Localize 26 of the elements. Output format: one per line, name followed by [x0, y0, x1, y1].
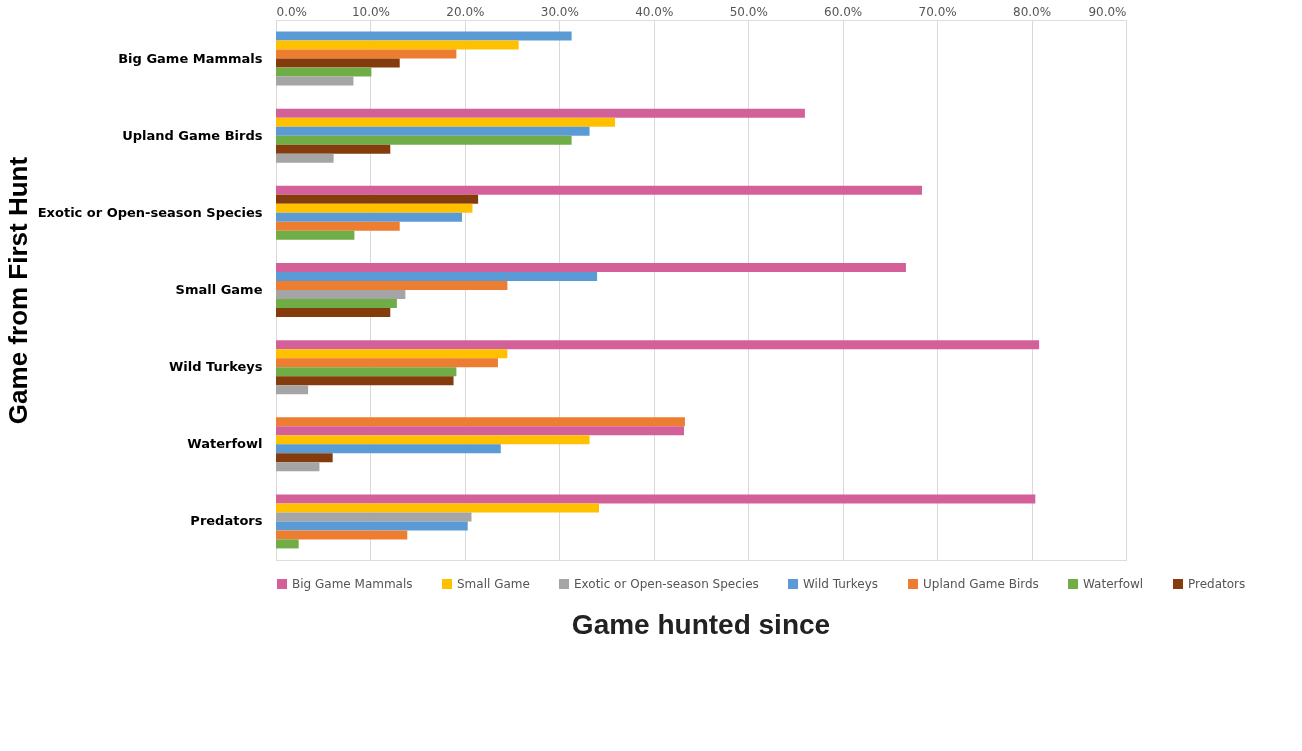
x-tick-label: 90.0%	[1088, 4, 1127, 19]
x-tick-label: 40.0%	[635, 4, 674, 19]
legend-label: Big Game Mammals	[292, 577, 413, 591]
y-tick-label: Wild Turkeys	[168, 359, 263, 375]
legend-label: Small Game	[457, 577, 530, 591]
x-tick-label: 60.0%	[824, 4, 863, 19]
legend-label: Exotic or Open-season Species	[574, 577, 759, 591]
legend-label: Waterfowl	[1083, 577, 1144, 591]
x-tick-label: 70.0%	[918, 4, 957, 19]
y-tick-label: Predators	[190, 513, 263, 529]
y-tick-label: Exotic or Open-season Species	[37, 204, 263, 220]
y-axis-title: Game from First Hunt	[2, 156, 33, 425]
y-tick-label: Upland Game Birds	[122, 127, 263, 143]
legend-label: Upland Game Birds	[923, 577, 1039, 591]
legend-label: Predators	[1188, 577, 1246, 591]
x-tick-label: 80.0%	[1012, 4, 1052, 19]
y-tick-label: Big Game Mammals	[118, 50, 263, 66]
y-tick-label: Small Game	[175, 282, 263, 297]
x-tick-label: 30.0%	[540, 4, 579, 19]
x-axis-title: Game hunted since	[571, 609, 831, 640]
legend-label: Wild Turkeys	[803, 577, 879, 591]
x-tick-label: 0.0%	[276, 4, 307, 19]
x-tick-label: 50.0%	[729, 4, 768, 19]
x-tick-label: 10.0%	[351, 4, 391, 19]
x-tick-label: 20.0%	[446, 4, 485, 19]
y-tick-label: Waterfowl	[187, 436, 263, 452]
